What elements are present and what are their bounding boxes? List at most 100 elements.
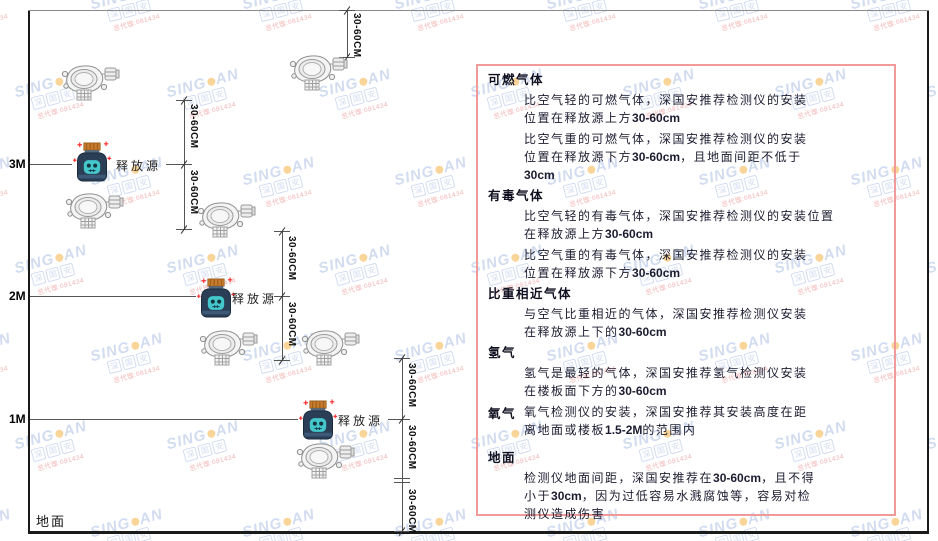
watermark-subtext: 总代理:081434 — [0, 365, 9, 385]
watermark-subtext: 总代理:081434 — [416, 13, 465, 33]
watermark-dot-icon — [358, 252, 368, 263]
watermark-dot-icon — [54, 252, 64, 263]
section-paragraph: 比空气轻的有毒气体，深国安推荐检测仪的安装位置 在释放源上方30-60cm — [524, 209, 835, 241]
watermark-dot-icon — [54, 428, 64, 439]
watermark-subtext: 总代理:081434 — [340, 277, 389, 297]
panel-section: 比重相近气体与空气比重相近的气体，深国安推荐检测仪安装 在释放源上下的30-60c… — [488, 285, 882, 341]
gas-detector-icon — [196, 199, 256, 239]
gas-detector-icon — [60, 62, 120, 102]
dimension-label: 30-60CM — [351, 13, 362, 58]
dimension-label: 30-60CM — [406, 425, 417, 470]
watermark-squares: 深国安 — [106, 0, 202, 23]
dimension-label: 30-60CM — [286, 302, 297, 347]
panel-section: 有毒气体比空气轻的有毒气体，深国安推荐检测仪的安装位置 在释放源上方30-60cm… — [488, 187, 882, 282]
watermark-squares: 深国安 — [258, 161, 354, 199]
watermark-dot-icon — [282, 516, 292, 527]
watermark-subtext: 总代理:081434 — [188, 453, 237, 473]
watermark-dot-icon — [434, 516, 444, 527]
gas-detector-icon — [64, 190, 124, 230]
release-source-label: 释放源 — [116, 159, 162, 173]
watermark-squares: 深国安 — [106, 513, 202, 541]
dimension-tick — [394, 482, 410, 483]
dimension-line — [347, 10, 348, 58]
section-header: 有毒气体 — [488, 189, 545, 203]
watermark-subtext: 总代理:081434 — [0, 189, 9, 209]
watermark-squares: 深国安 — [106, 337, 202, 375]
watermark-squares: 深国安 — [258, 513, 354, 541]
watermark-subtext: 总代理:081434 — [264, 13, 313, 33]
dimension-label: 30-60CM — [406, 489, 417, 534]
watermark-squares: 深国安 — [0, 337, 51, 374]
right-wall-line — [927, 10, 929, 534]
connector-line — [166, 164, 184, 165]
watermark-subtext: 总代理:081434 — [112, 365, 161, 385]
panel-section: 氧气 氧气检测仪的安装，深国安推荐其安装高度在距 离地面或楼板1.5-2M的范围内 — [488, 403, 882, 439]
section-header: 氧气 — [488, 407, 517, 421]
dimension-tick — [394, 478, 410, 479]
watermark-squares: 深国安 — [258, 0, 354, 23]
section-paragraph: 比空气重的有毒气体，深国安推荐检测仪的安装 位置在释放源下方30-60cm — [524, 248, 808, 280]
dimension-label: 30-60CM — [286, 236, 297, 281]
gas-detector-icon — [300, 327, 360, 367]
section-header: 氢气 — [488, 346, 517, 360]
watermark-dot-icon — [434, 340, 444, 351]
panel-section: 可燃气体比空气轻的可燃气体，深国安推荐检测仪的安装 位置在释放源上方30-60cm… — [488, 71, 882, 184]
section-paragraph: 比空气重的可燃气体，深国安推荐检测仪的安装 位置在释放源下方30-60cm，且地面… — [524, 132, 808, 182]
section-paragraph: 氧气检测仪的安装，深国安推荐其安装高度在距 离地面或楼板1.5-2M的范围内 — [524, 405, 808, 437]
watermark-subtext: 总代理:081434 — [264, 189, 313, 209]
section-paragraph: 比空气轻的可燃气体，深国安推荐检测仪的安装 位置在释放源上方30-60cm — [524, 93, 808, 125]
watermark-subtext: 总代理:081434 — [720, 13, 769, 33]
height-marker-2m: 2M — [9, 289, 26, 303]
section-paragraph: 与空气比重相近的气体，深国安推荐检测仪安装 在释放源上下的30-60cm — [524, 307, 808, 339]
floor-line — [28, 531, 929, 534]
watermark-dot-icon — [358, 428, 368, 439]
dimension-label: 30-60CM — [188, 104, 199, 149]
watermark-dot-icon — [130, 340, 140, 351]
section-header: 可燃气体 — [488, 73, 545, 87]
watermark-squares: 深国安 — [30, 249, 126, 287]
release-source-label: 释放源 — [338, 414, 384, 428]
watermark-dot-icon — [206, 252, 216, 263]
watermark-subtext: 总代理:081434 — [0, 13, 9, 33]
watermark-dot-icon — [890, 516, 900, 527]
section-paragraph: 检测仪地面间距，深国安推荐在30-60cm，且不得 小于30cm，因为过低容易水溅… — [524, 471, 816, 521]
gas-detector-icon — [295, 440, 355, 480]
height-line-3m — [30, 164, 72, 165]
release-source-icon — [298, 398, 338, 442]
height-marker-1m: 1M — [9, 412, 26, 426]
ceiling-line — [28, 10, 929, 11]
watermark-dot-icon — [434, 164, 444, 175]
info-panel: 可燃气体比空气轻的可燃气体，深国安推荐检测仪的安装 位置在释放源上方30-60cm… — [476, 64, 896, 521]
watermark-subtext: 总代理:081434 — [340, 101, 389, 121]
watermark-subtext: 总代理:081434 — [112, 13, 161, 33]
watermark-squares: 深国安 — [334, 73, 430, 111]
height-line-2m — [30, 296, 196, 297]
panel-section: 氢气 氢气是最轻的气体，深国安推荐氢气检测仪安装 在楼板面下方的30-60cm — [488, 344, 882, 400]
section-header: 比重相近气体 — [488, 287, 573, 301]
watermark-squares: 深国安 — [562, 0, 658, 23]
release-source-icon — [72, 140, 112, 184]
watermark-subtext: 总代理:081434 — [36, 453, 85, 473]
watermark-dot-icon — [206, 428, 216, 439]
